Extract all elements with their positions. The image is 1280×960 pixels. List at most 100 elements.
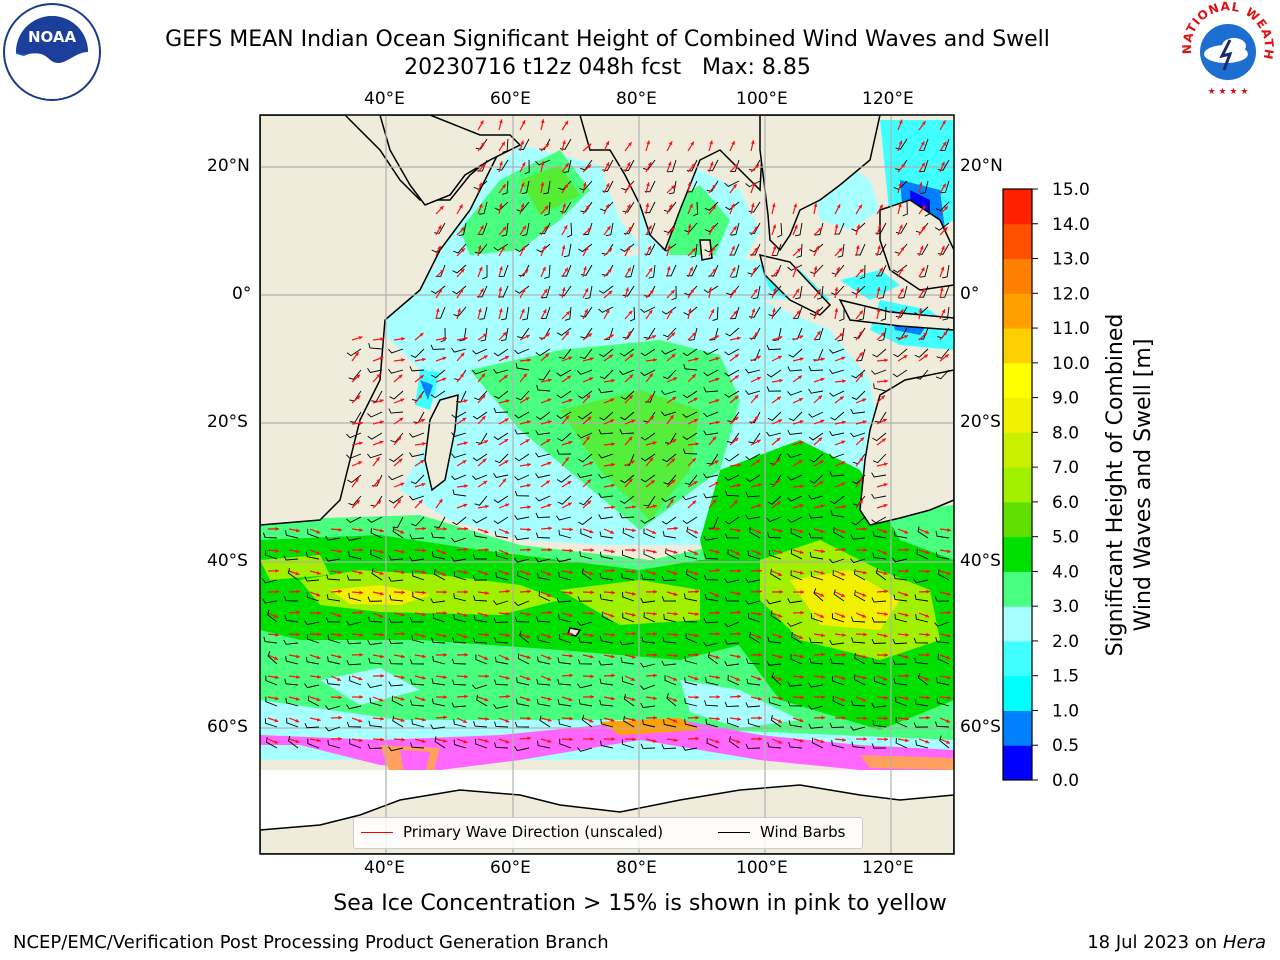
wind-barb	[893, 180, 908, 190]
wave-arrow-head	[695, 612, 699, 616]
wind-barb	[539, 138, 551, 151]
wind-barb	[501, 222, 509, 237]
wave-arrow-head	[716, 675, 720, 680]
wind-barb	[850, 432, 866, 438]
wave-arrow-head	[438, 499, 443, 504]
wind-barb	[500, 327, 509, 342]
wind-barb	[494, 721, 509, 728]
wind-barb	[747, 550, 761, 560]
colorbar-frame	[1002, 188, 1033, 781]
wave-arrow-head	[484, 697, 489, 702]
wind-barb	[578, 243, 593, 253]
wave-arrow-head	[464, 590, 468, 594]
wind-barb	[621, 550, 635, 560]
wind-barb	[851, 369, 866, 379]
wind-barb	[873, 383, 887, 392]
colorbar-segment	[1003, 189, 1032, 225]
wind-barb	[599, 369, 614, 380]
colorbar: 0.00.51.01.52.03.04.05.06.07.08.09.010.0…	[1002, 180, 1090, 791]
wind-barb	[327, 656, 341, 665]
wind-barb	[598, 660, 614, 666]
wave-arrow-head	[379, 697, 384, 702]
wind-barb	[706, 180, 719, 192]
wind-barb	[580, 306, 593, 318]
wave-arrow-head	[842, 737, 846, 742]
wave-arrow-head	[862, 698, 867, 702]
wave-arrow-head	[883, 462, 888, 467]
wind-barb	[895, 737, 908, 749]
wave-arrow-head	[359, 528, 363, 532]
wind-barb	[748, 201, 761, 213]
wave-arrow-head	[942, 183, 946, 188]
wave-arrow-head	[652, 504, 657, 509]
wind-barb	[432, 613, 446, 623]
wind-barb	[558, 572, 572, 581]
wave-arrow-head	[316, 655, 321, 660]
wave-arrow-head	[671, 185, 675, 190]
wind-barb	[684, 655, 698, 665]
wave-arrow-head	[673, 571, 678, 575]
wave-arrow-head	[521, 162, 526, 167]
wave-arrow-head	[437, 225, 442, 230]
wind-barb	[451, 453, 467, 459]
wind-barb	[787, 681, 803, 687]
lon-tick-bottom: 100°E	[736, 858, 788, 878]
wind-barb	[854, 569, 866, 581]
wave-arrow-head	[459, 204, 463, 209]
wind-barb	[920, 180, 929, 194]
wave-arrow-head	[716, 568, 720, 573]
wave-arrow-head	[422, 612, 426, 617]
wind-barb	[619, 513, 635, 519]
wind-barb	[622, 327, 635, 339]
wind-barb	[535, 495, 551, 502]
wind-barb	[747, 718, 761, 728]
wave-arrow-head	[481, 416, 486, 420]
wind-barb	[851, 222, 866, 232]
wave-arrow-head	[627, 267, 631, 272]
wave-arrow-head	[905, 569, 909, 574]
wind-barb	[472, 554, 488, 560]
wind-barb	[642, 719, 656, 728]
wind-barb	[620, 572, 635, 581]
wind-barb	[728, 736, 740, 749]
wave-arrow-head	[477, 245, 482, 250]
wave-arrow-head	[569, 673, 573, 678]
wind-barb	[287, 568, 299, 581]
wave-arrow-head	[547, 461, 552, 466]
wave-arrow-head	[380, 337, 384, 342]
wave-arrow-head	[862, 593, 867, 597]
wind-barb	[787, 390, 803, 396]
wave-arrow-head	[898, 182, 902, 187]
wind-barb	[349, 738, 362, 749]
wind-barb	[283, 595, 299, 602]
wave-arrow-head	[731, 245, 735, 250]
black-line-icon	[718, 832, 750, 833]
wave-arrow-head	[358, 676, 363, 681]
wave-arrow-head	[506, 633, 510, 638]
wind-barb	[792, 306, 803, 319]
wind-barb	[452, 516, 467, 526]
wave-arrow-head	[715, 593, 720, 597]
wind-barb	[833, 527, 845, 539]
wind-barb	[745, 368, 761, 374]
wind-barb	[937, 569, 950, 581]
wave-arrow-head	[921, 205, 926, 210]
wave-arrow-head	[590, 633, 594, 638]
wave-arrow-head	[858, 204, 862, 209]
wave-arrow-head	[526, 634, 531, 639]
wave-arrow-head	[876, 308, 881, 313]
wind-barb	[556, 411, 572, 419]
wave-arrow-head	[629, 354, 634, 358]
wave-arrow-head	[946, 655, 951, 660]
wave-arrow-head	[587, 500, 592, 505]
wave-arrow-head	[505, 399, 510, 403]
wave-arrow-head	[904, 654, 909, 659]
wave-arrow-head	[839, 332, 844, 337]
wave-arrow-head	[442, 633, 447, 638]
wave-arrow-head	[338, 695, 342, 700]
wind-barb	[724, 348, 740, 356]
wave-arrow-head	[379, 614, 384, 618]
wind-barb	[893, 530, 908, 539]
wave-arrow-head	[464, 652, 468, 657]
wind-barb	[498, 285, 509, 298]
